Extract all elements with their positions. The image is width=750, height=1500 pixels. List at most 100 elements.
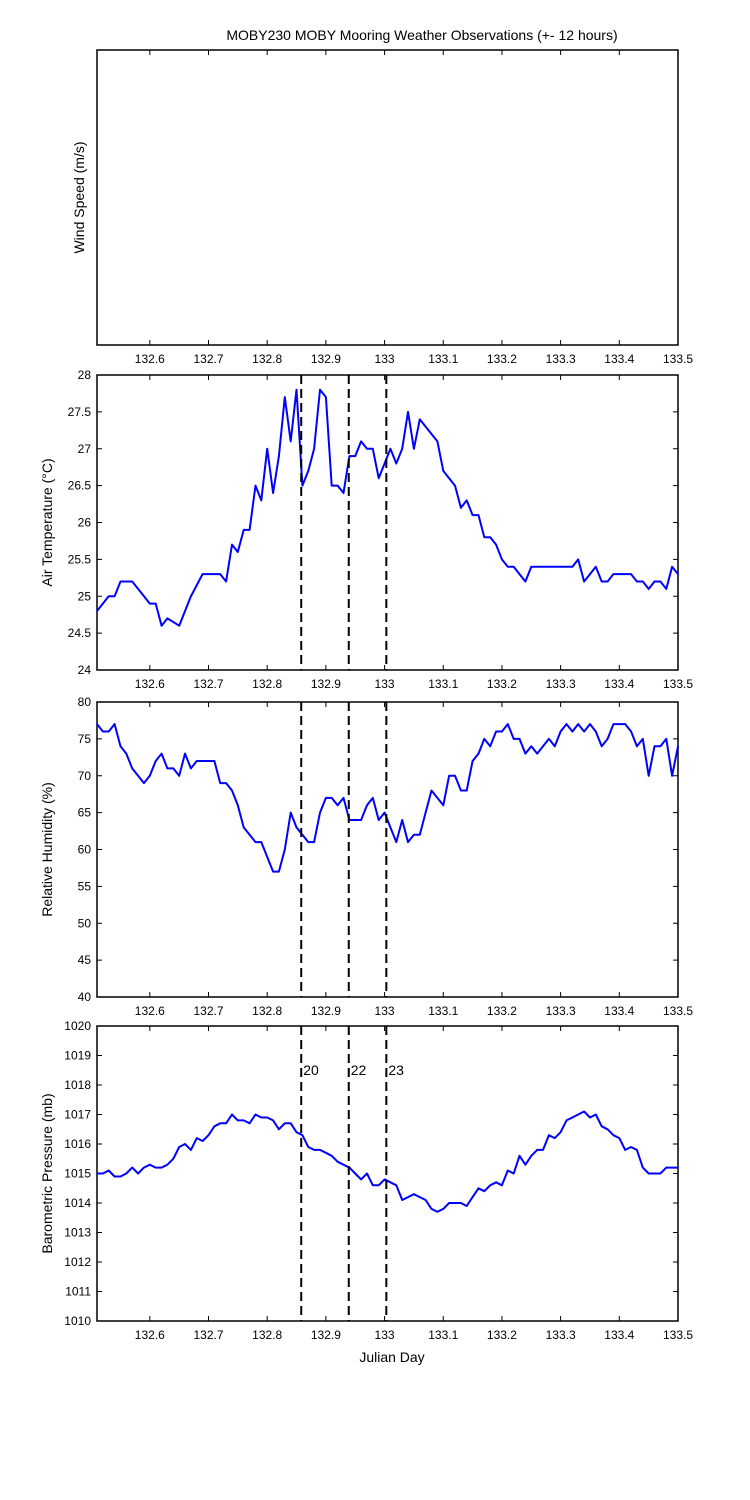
- pressure-ytick-label: 1018: [64, 1078, 91, 1092]
- pressure-data-point: [184, 1143, 186, 1145]
- humidity-data-point: [624, 723, 626, 725]
- pressure-data-point: [196, 1137, 198, 1139]
- pressure-data-point: [671, 1166, 673, 1169]
- humidity-data-point: [184, 752, 186, 755]
- airtemp-data-point: [366, 448, 368, 450]
- figure-title: MOBY230 MOBY Mooring Weather Observation…: [226, 27, 617, 43]
- airtemp-data-point: [325, 396, 327, 398]
- humidity-data-point: [278, 870, 280, 873]
- pressure-data-point: [548, 1134, 550, 1136]
- airtemp-ytick-label: 24.5: [68, 626, 92, 640]
- humidity-data-point: [612, 723, 615, 725]
- pressure-data-point: [612, 1134, 615, 1136]
- pressure-ytick-label: 1015: [64, 1167, 91, 1181]
- airtemp-data-point: [166, 617, 169, 620]
- airtemp-data-point: [307, 470, 310, 472]
- humidity-data-point: [196, 760, 198, 762]
- humidity-data-point: [471, 760, 474, 762]
- humidity-data-point: [430, 789, 433, 792]
- humidity-data-point: [524, 752, 527, 755]
- humidity-series-line: [96, 723, 679, 873]
- humidity-data-point: [289, 811, 292, 814]
- airtemp-data-point: [389, 448, 392, 450]
- pressure-data-point: [642, 1166, 644, 1169]
- humidity-data-point: [307, 841, 310, 843]
- airtemp-data-point: [190, 595, 192, 598]
- humidity-data-point: [483, 738, 486, 740]
- humidity-data-point: [665, 738, 668, 740]
- pressure-data-point: [595, 1113, 597, 1116]
- humidity-data-point: [389, 826, 392, 829]
- pressure-data-point: [313, 1149, 315, 1151]
- airtemp-data-point: [295, 388, 298, 391]
- humidity-data-point: [254, 841, 257, 843]
- pressure-data-point: [448, 1202, 450, 1204]
- humidity-data-point: [284, 848, 286, 851]
- airtemp-data-point: [647, 588, 650, 590]
- pressure-data-point: [630, 1146, 632, 1148]
- humidity-data-point: [512, 738, 515, 740]
- airtemp-data-point: [542, 566, 544, 568]
- humidity-data-point: [96, 723, 98, 725]
- airtemp-axes-frame: [96, 374, 679, 671]
- pressure-data-point: [260, 1116, 263, 1119]
- pressure-data-point: [618, 1137, 621, 1139]
- humidity-data-point: [342, 797, 345, 799]
- pressure-data-point: [647, 1172, 650, 1175]
- humidity-data-point: [436, 797, 439, 799]
- airtemp-data-point: [630, 573, 632, 575]
- pressure-data-point: [419, 1196, 421, 1198]
- airtemp-data-point: [512, 566, 515, 568]
- event-label: 20: [303, 1062, 319, 1078]
- airtemp-data-point: [254, 484, 257, 487]
- humidity-data-point: [606, 738, 609, 740]
- pressure-data-point: [460, 1202, 462, 1204]
- pressure-data-point: [254, 1113, 257, 1116]
- pressure-ytick-label: 1017: [64, 1108, 91, 1122]
- humidity-data-point: [166, 767, 169, 770]
- humidity-data-point: [377, 819, 380, 821]
- humidity-data-point: [530, 745, 533, 748]
- pressure-data-point: [149, 1163, 151, 1166]
- airtemp-data-point: [383, 462, 386, 465]
- airtemp-data-point: [96, 610, 98, 612]
- humidity-data-point: [589, 723, 591, 725]
- pressure-data-point: [677, 1166, 679, 1169]
- humidity-data-point: [149, 775, 151, 777]
- pressure-data-point: [342, 1163, 345, 1166]
- pressure-data-point: [213, 1125, 216, 1128]
- airtemp-data-point: [330, 484, 333, 487]
- airtemp-data-point: [530, 566, 533, 568]
- humidity-data-point: [671, 775, 673, 777]
- humidity-data-point: [237, 804, 239, 807]
- humidity-data-point: [295, 826, 298, 829]
- airtemp-data-point: [336, 484, 339, 487]
- humidity-ytick-label: 60: [78, 843, 92, 857]
- airtemp-data-point: [342, 492, 345, 494]
- airtemp-data-point: [606, 580, 609, 583]
- humidity-data-point: [178, 775, 180, 777]
- humidity-data-point: [248, 834, 251, 836]
- pressure-data-point: [319, 1149, 321, 1151]
- humidity-data-point: [260, 841, 263, 843]
- airtemp-data-point: [595, 566, 597, 568]
- airtemp-data-point: [272, 492, 274, 494]
- pressure-data-point: [471, 1196, 474, 1198]
- pressure-data-point: [307, 1146, 310, 1148]
- pressure-data-point: [107, 1169, 110, 1172]
- humidity-data-point: [325, 797, 327, 799]
- pressure-data-point: [131, 1166, 133, 1169]
- pressure-series-line: [97, 1110, 678, 1213]
- humidity-data-point: [401, 819, 404, 821]
- pressure-data-point: [102, 1172, 104, 1175]
- airtemp-data-point: [430, 433, 433, 435]
- airtemp-data-point: [348, 455, 351, 457]
- humidity-data-point: [554, 745, 556, 748]
- airtemp-data-point: [113, 595, 116, 598]
- humidity-data-point: [102, 730, 104, 733]
- pressure-xtick-label: 133: [375, 1328, 395, 1342]
- pressure-data-point: [336, 1160, 339, 1163]
- humidity-axes-frame: [96, 701, 679, 998]
- pressure-xtick-label: 133.2: [487, 1328, 517, 1342]
- airtemp-ytick-label: 26: [78, 516, 92, 530]
